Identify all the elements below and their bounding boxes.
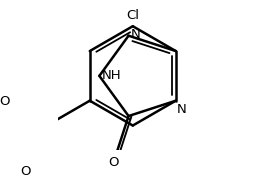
Text: O: O — [0, 95, 9, 108]
Text: N: N — [130, 28, 140, 41]
Text: NH: NH — [102, 69, 122, 82]
Text: N: N — [177, 103, 186, 116]
Text: O: O — [108, 156, 119, 169]
Text: O: O — [20, 165, 31, 178]
Text: Cl: Cl — [126, 9, 139, 22]
